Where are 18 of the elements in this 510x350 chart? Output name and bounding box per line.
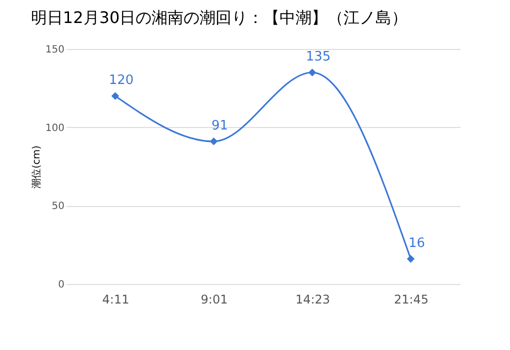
x-tick-label: 4:11 [102, 292, 130, 306]
x-tick-label: 14:23 [295, 292, 330, 306]
point [210, 138, 218, 146]
x-tick-label: 21:45 [394, 292, 429, 306]
y-tick-label: 150 [45, 44, 64, 56]
data-label: 91 [211, 118, 228, 134]
y-axis-title: 潮位(cm) [30, 145, 42, 189]
y-tick-label: 100 [45, 122, 64, 134]
point [406, 255, 415, 263]
data-label: 120 [108, 73, 134, 88]
data-label: 16 [408, 236, 426, 251]
x-tick-label: 9:01 [200, 292, 228, 306]
y-tick-label: 0 [58, 280, 64, 290]
y-tick-label: 50 [52, 201, 64, 212]
data-label: 135 [306, 50, 331, 64]
point [111, 92, 120, 100]
chart-title: 明日12月30日の湘南の潮回り：【中潮】（江ノ島） [30, 8, 408, 27]
point [308, 68, 316, 76]
